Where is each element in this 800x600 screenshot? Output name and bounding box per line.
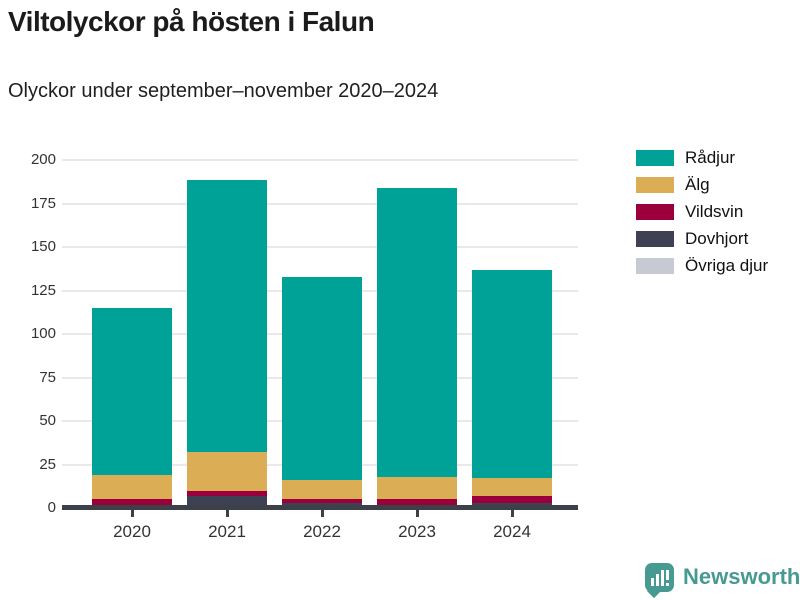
legend-label: Älg	[685, 175, 710, 194]
x-axis-line	[62, 505, 578, 510]
x-tick-label: 2020	[113, 522, 151, 541]
x-tick	[226, 510, 229, 517]
bar-segment--lg	[377, 476, 457, 500]
newsworthy-logo-icon	[645, 563, 674, 592]
bar-segment-r-djur	[472, 269, 552, 479]
bar-segment-r-djur	[92, 308, 172, 475]
y-tick-label: 175	[30, 194, 56, 212]
bar-segment--lg	[282, 480, 362, 500]
brand-name: Newsworthy	[683, 564, 800, 589]
bar-segment-r-djur	[282, 276, 362, 481]
y-tick-label: 200	[30, 151, 56, 169]
x-tick	[416, 510, 419, 517]
bar-segment-vildsvin	[282, 499, 362, 503]
legend-swatch	[636, 258, 674, 274]
legend-label: Rådjur	[685, 148, 736, 167]
bar-segment-vildsvin	[187, 490, 267, 496]
y-tick-label: 25	[39, 455, 56, 473]
legend-swatch	[636, 231, 674, 247]
bar-segment--lg	[472, 478, 552, 496]
legend-label: Dovhjort	[685, 229, 749, 248]
bar-segment-dovhjort	[187, 495, 267, 508]
logo-bars-icon	[651, 578, 654, 586]
gridline	[62, 246, 578, 249]
bar-segment-r-djur	[187, 179, 267, 453]
legend-swatch	[636, 177, 674, 193]
x-tick-label: 2023	[398, 522, 436, 541]
y-tick-label: 150	[30, 238, 56, 256]
bar-segment-r-djur	[377, 188, 457, 477]
y-tick-label: 125	[30, 281, 56, 299]
y-tick-label: 100	[30, 325, 56, 343]
legend-label: Övriga djur	[685, 256, 769, 275]
x-tick-label: 2021	[208, 522, 246, 541]
x-tick	[321, 510, 324, 517]
bar-segment--lg	[187, 452, 267, 491]
x-tick	[131, 510, 134, 517]
legend-swatch	[636, 204, 674, 220]
gridline	[62, 159, 578, 162]
y-tick-label: 0	[47, 499, 56, 516]
x-tick-label: 2022	[303, 522, 341, 541]
bar-segment--lg	[92, 474, 172, 500]
bar-segment-vildsvin	[92, 499, 172, 505]
page-title: Viltolyckor på hösten i Falun	[8, 6, 375, 37]
y-tick-label: 50	[39, 412, 56, 430]
bar-segment-vildsvin	[472, 495, 552, 503]
bar-segment-vildsvin	[377, 499, 457, 508]
legend-swatch	[636, 150, 674, 166]
page-subtitle: Olyckor under september–november 2020–20…	[8, 80, 439, 102]
legend-label: Vildsvin	[685, 202, 744, 221]
x-tick-label: 2024	[493, 522, 531, 541]
x-tick	[511, 510, 514, 517]
gridline	[62, 202, 578, 205]
logo-exclamation-icon	[666, 570, 669, 580]
y-tick-label: 75	[39, 368, 56, 386]
